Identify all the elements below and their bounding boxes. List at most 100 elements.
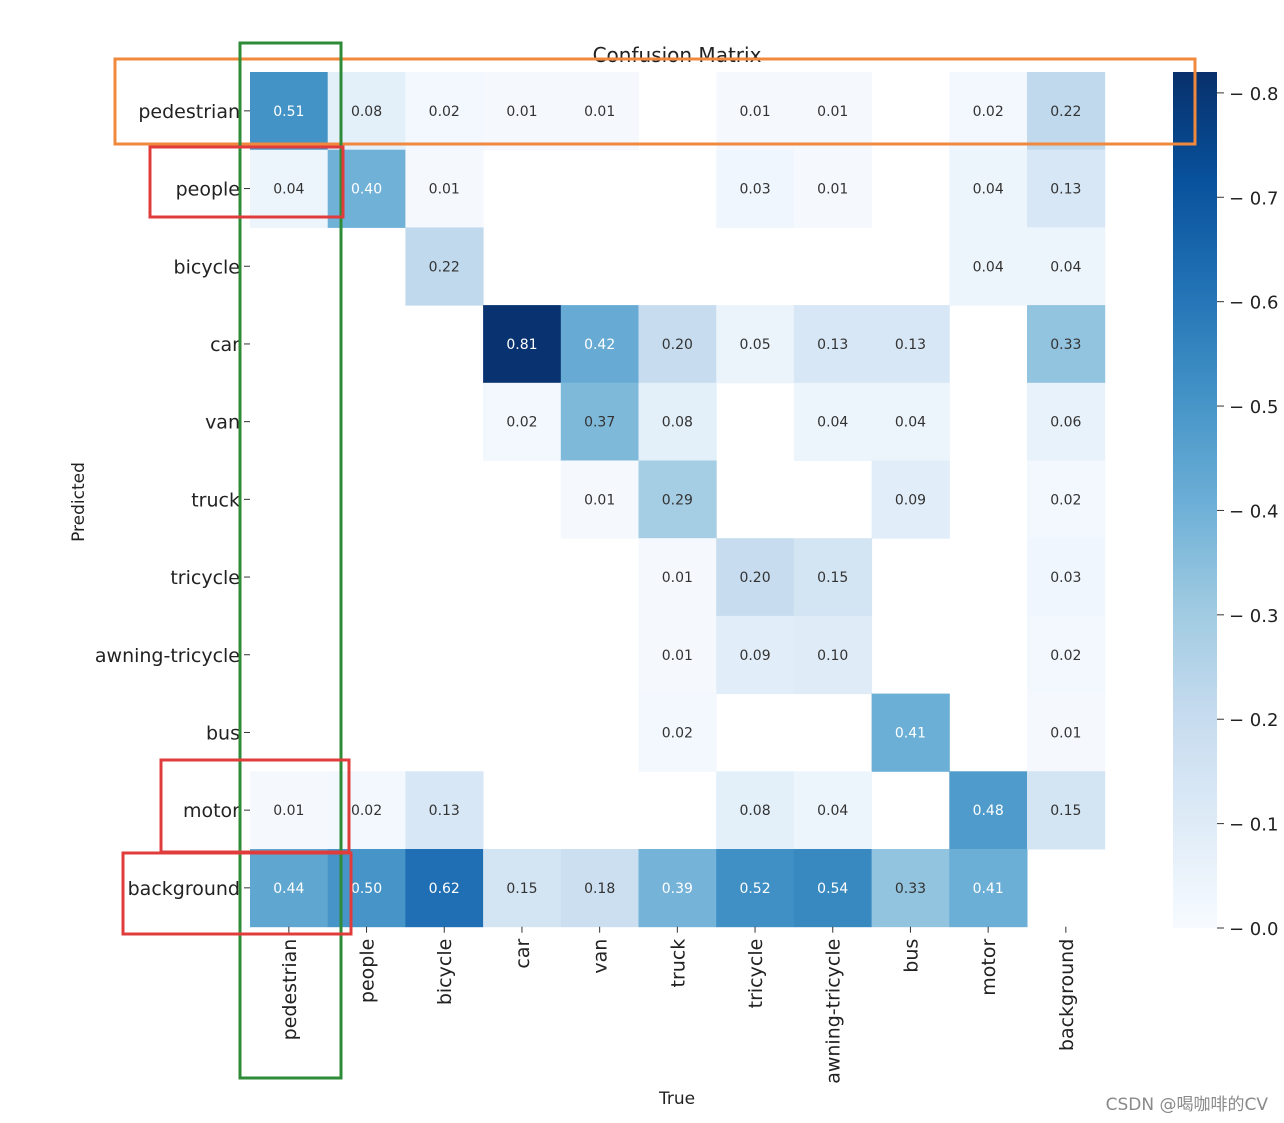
heatmap-cell [250, 849, 329, 928]
heatmap-cell [405, 227, 484, 306]
heatmap-cell [1027, 460, 1106, 539]
heatmap-cell [716, 849, 795, 928]
cell-value-label: 0.10 [817, 648, 848, 664]
heatmap-cell [483, 72, 562, 151]
cell-value-label: 0.18 [584, 881, 615, 897]
heatmap-cell [871, 849, 950, 928]
colorbar-tick-label: − 0.1 [1229, 815, 1278, 836]
colorbar-tick-label: − 0.6 [1229, 293, 1278, 314]
y-tick-label: people [176, 179, 240, 201]
heatmap-cell [871, 382, 950, 461]
cell-value-label: 0.20 [739, 570, 770, 586]
heatmap-cell [793, 149, 873, 228]
heatmap-cell [250, 771, 329, 850]
cell-value-label: 0.15 [506, 881, 537, 897]
colorbar-tick-label: − 0.7 [1229, 188, 1278, 209]
heatmap-cell [638, 849, 717, 928]
colorbar-tick-label: − 0.0 [1229, 919, 1278, 940]
x-axis-ticks: pedestrian people bicycle car van truck tricyc… [279, 926, 1078, 1084]
heatmap-cell [793, 849, 873, 928]
cell-value-label: 0.01 [662, 570, 693, 586]
heatmap-cell [638, 538, 717, 617]
heatmap-cell [793, 305, 873, 384]
heatmap-cell [949, 72, 1028, 151]
y-tick-label: car [210, 334, 240, 356]
cell-value-label: 0.02 [973, 104, 1004, 120]
cell-value-label: 0.08 [662, 415, 693, 431]
highlight-box [113, 57, 1197, 146]
cell-value-label: 0.02 [662, 725, 693, 741]
colorbar-tick-label: − 0.2 [1229, 710, 1278, 731]
heatmap-cell [405, 849, 484, 928]
cell-value-label: 0.41 [973, 881, 1004, 897]
cell-value-label: 0.01 [273, 803, 304, 819]
heatmap-cell [638, 615, 717, 695]
y-axis-title: Predicted [69, 462, 89, 542]
cell-value-label: 0.62 [429, 881, 460, 897]
cell-value-label: 0.04 [973, 259, 1004, 275]
cell-value-label: 0.08 [739, 803, 770, 819]
cell-value-label: 0.09 [739, 648, 770, 664]
cell-value-label: 0.40 [351, 182, 382, 198]
heatmap-cell [716, 72, 795, 151]
cell-value-label: 0.41 [895, 725, 926, 741]
x-tick-label: people [357, 939, 379, 1003]
heatmap-cell [716, 615, 795, 695]
heatmap-cell [638, 693, 717, 772]
heatmap-cell [1027, 72, 1106, 151]
heatmap-cell [1027, 149, 1106, 228]
heatmap-cell [716, 771, 795, 850]
cell-value-label: 0.01 [584, 492, 615, 508]
heatmap-cell [560, 72, 639, 151]
heatmap-cell [250, 149, 329, 228]
cell-value-label: 0.42 [584, 337, 615, 353]
heatmap-cell [1027, 771, 1106, 850]
cell-value-label: 0.22 [1050, 104, 1081, 120]
heatmap-cell [793, 538, 873, 617]
heatmap-cell [1027, 382, 1106, 461]
heatmap-cell [1027, 538, 1106, 617]
heatmap-cell [716, 538, 795, 617]
highlight-box [148, 145, 345, 219]
heatmap-cell [405, 72, 484, 151]
heatmap-cell [949, 849, 1028, 928]
cell-value-label: 0.02 [429, 104, 460, 120]
cell-value-label: 0.04 [273, 182, 304, 198]
y-tick-label: bus [206, 722, 240, 744]
colorbar-ticks: − 0.0 − 0.1 − 0.2 − 0.3 − 0.4 − 0.5 − 0.6 − 0.7… [1217, 84, 1278, 940]
x-tick-label: motor [978, 939, 1000, 996]
cell-value-label: 0.04 [973, 182, 1004, 198]
x-axis-title: True [658, 1089, 695, 1109]
cell-value-label: 0.13 [429, 803, 460, 819]
heatmap-cell-values: 0.51 0.08 0.02 0.01 0.01 0.01 0.01 0.02 0.22 0.04… [273, 104, 1081, 897]
x-tick-label: van [590, 939, 612, 974]
cell-value-label: 0.04 [1050, 259, 1081, 275]
cell-value-label: 0.04 [817, 803, 848, 819]
heatmap-cell [1027, 615, 1106, 695]
y-axis-ticks: pedestrian people bicycle car van truck tricyc… [95, 101, 250, 900]
heatmap-cell [1027, 305, 1106, 384]
heatmap-cell [793, 615, 873, 695]
y-tick-label: van [205, 412, 240, 434]
heatmap-cell [638, 305, 717, 384]
heatmap-cell [871, 693, 950, 772]
heatmap-cell [560, 382, 639, 461]
cell-value-label: 0.01 [584, 104, 615, 120]
cell-value-label: 0.09 [895, 492, 926, 508]
colorbar-tick-label: − 0.4 [1229, 501, 1278, 522]
x-tick-label: car [512, 939, 534, 969]
heatmap-cell [871, 305, 950, 384]
x-tick-label: pedestrian [279, 939, 301, 1041]
cell-value-label: 0.05 [739, 337, 770, 353]
cell-value-label: 0.04 [895, 415, 926, 431]
heatmap-cell [405, 771, 484, 850]
x-tick-label: truck [667, 939, 689, 988]
cell-value-label: 0.02 [506, 415, 537, 431]
y-tick-label: pedestrian [138, 101, 240, 123]
cell-value-label: 0.81 [506, 337, 537, 353]
cell-value-label: 0.33 [895, 881, 926, 897]
chart-title: Confusion Matrix [593, 43, 762, 67]
cell-value-label: 0.13 [817, 337, 848, 353]
cell-value-label: 0.02 [1050, 648, 1081, 664]
cell-value-label: 0.06 [1050, 415, 1081, 431]
